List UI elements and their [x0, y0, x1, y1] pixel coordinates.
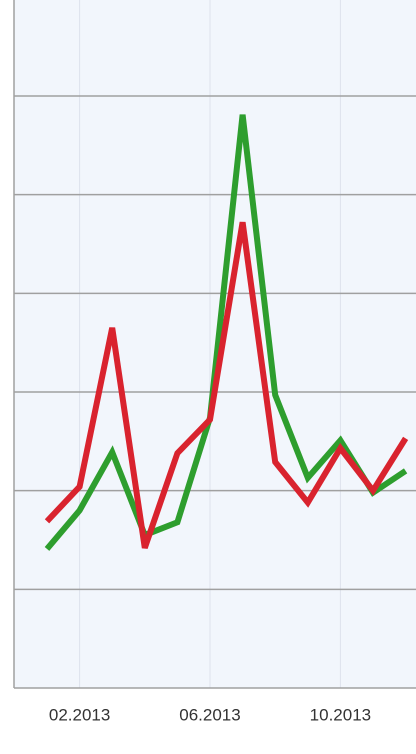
x-tick-label: 10.2013 — [310, 705, 371, 724]
x-tick-label: 02.2013 — [49, 705, 110, 724]
x-tick-label: 06.2013 — [179, 705, 240, 724]
series-line — [44, 221, 409, 549]
series-line — [44, 114, 408, 551]
